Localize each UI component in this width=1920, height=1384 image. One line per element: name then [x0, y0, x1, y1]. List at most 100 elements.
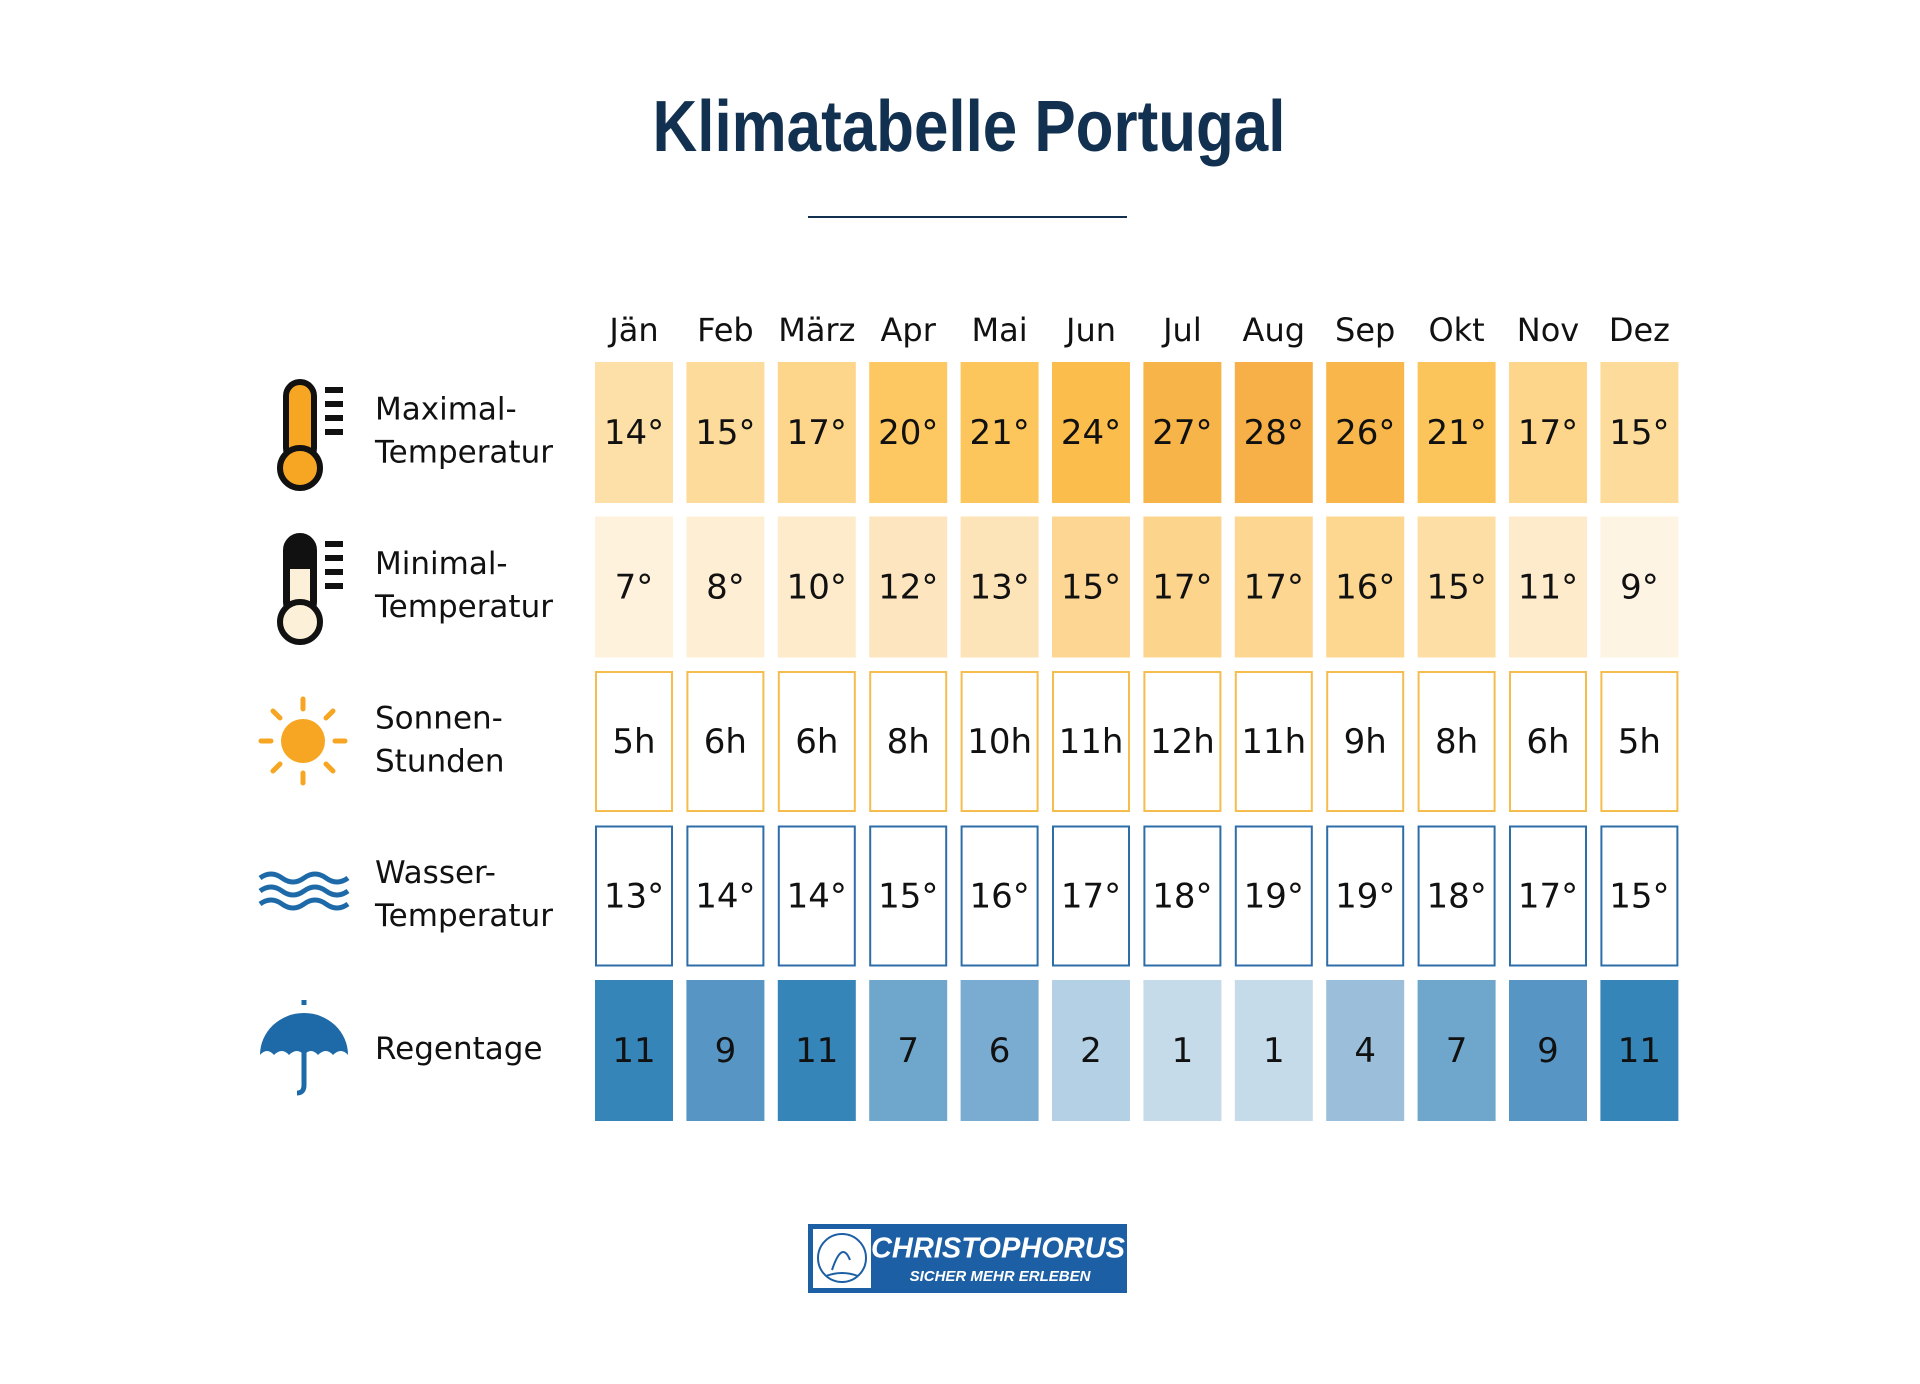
- cell: [1234, 362, 1313, 503]
- cell: [1600, 362, 1679, 503]
- cell: [1052, 671, 1130, 812]
- cell: [777, 825, 856, 967]
- cell: [1600, 516, 1679, 658]
- cell-value: 8h: [1435, 722, 1478, 762]
- cell-value: 15°: [1609, 877, 1669, 917]
- cell: [1600, 980, 1679, 1121]
- cell-value: 11: [1618, 1031, 1661, 1071]
- cell: [777, 980, 856, 1121]
- month-header: Aug: [1243, 311, 1305, 349]
- cell-value: 5h: [1618, 722, 1661, 762]
- cell-value: 21°: [1426, 413, 1486, 453]
- cell-value: 14°: [695, 877, 755, 917]
- cell: [1417, 671, 1496, 812]
- cell: [960, 516, 1039, 658]
- cell: [960, 825, 1039, 967]
- cell-value: 16°: [969, 877, 1029, 917]
- cell-value: 27°: [1152, 413, 1212, 453]
- cell-value: 18°: [1426, 877, 1486, 917]
- month-header: Dez: [1609, 311, 1670, 349]
- row-label: Sonnen-: [375, 701, 503, 737]
- cell: [686, 671, 765, 812]
- cell: [1509, 516, 1587, 658]
- cell: [1052, 516, 1130, 658]
- cell-value: 1: [1172, 1031, 1194, 1071]
- cell: [777, 671, 856, 812]
- row-label: Temperatur: [374, 435, 553, 471]
- month-header: Nov: [1517, 311, 1579, 349]
- cell-value: 6h: [1526, 722, 1569, 762]
- cell-value: 24°: [1061, 413, 1121, 453]
- cell-value: 26°: [1335, 413, 1395, 453]
- cell: [1143, 671, 1222, 812]
- row-label: Minimal-: [375, 546, 508, 582]
- cell: [1052, 825, 1130, 967]
- cell-value: 11: [612, 1031, 655, 1071]
- cell-value: 17°: [1061, 877, 1121, 917]
- cell-value: 9: [1537, 1031, 1559, 1071]
- cell-value: 28°: [1244, 413, 1304, 453]
- month-header: Feb: [697, 311, 754, 349]
- cell: [1509, 980, 1587, 1121]
- cell-value: 17°: [1518, 413, 1578, 453]
- cell-value: 7: [1446, 1031, 1468, 1071]
- cell-value: 17°: [1244, 568, 1304, 608]
- cell-value: 15°: [878, 877, 938, 917]
- cell-value: 15°: [1426, 568, 1486, 608]
- logo-name: CHRISTOPHORUS: [871, 1233, 1126, 1265]
- cell: [1052, 362, 1130, 503]
- month-header: Okt: [1428, 311, 1484, 349]
- logo-slogan: SICHER MEHR ERLEBEN: [910, 1268, 1092, 1285]
- cell-value: 8°: [706, 568, 745, 608]
- cell: [1143, 362, 1222, 503]
- month-header: März: [778, 311, 855, 349]
- cell: [1234, 516, 1313, 658]
- cell-value: 15°: [1061, 568, 1121, 608]
- cell-value: 17°: [1518, 877, 1578, 917]
- cell: [1417, 516, 1496, 658]
- cell: [1143, 516, 1222, 658]
- logo: CHRISTOPHORUS SICHER MEHR ERLEBEN: [808, 1224, 1127, 1293]
- row-label: Wasser-: [375, 855, 496, 891]
- month-header: Jul: [1161, 311, 1202, 349]
- cell-value: 9: [715, 1031, 737, 1071]
- month-header: Jun: [1064, 311, 1116, 349]
- cell-value: 1: [1263, 1031, 1285, 1071]
- cell: [1234, 980, 1313, 1121]
- cell-value: 13°: [604, 877, 664, 917]
- month-header: Apr: [881, 311, 937, 349]
- cell: [1234, 825, 1313, 967]
- cell: [1600, 671, 1679, 812]
- cell: [960, 362, 1039, 503]
- cell-value: 9h: [1344, 722, 1387, 762]
- cell: [1417, 980, 1496, 1121]
- month-header: Mai: [972, 311, 1028, 349]
- cell: [686, 362, 765, 503]
- cell-value: 13°: [969, 568, 1029, 608]
- cell-value: 7°: [615, 568, 654, 608]
- cell: [1052, 980, 1130, 1121]
- cell: [1417, 362, 1496, 503]
- icon-umbrella: [260, 1000, 348, 1096]
- cell-value: 4: [1354, 1031, 1376, 1071]
- cell-value: 12°: [878, 568, 938, 608]
- cell-value: 17°: [787, 413, 847, 453]
- cell: [869, 516, 948, 658]
- cell-value: 14°: [787, 877, 847, 917]
- cell: [1326, 980, 1405, 1121]
- cell: [1143, 825, 1222, 967]
- cell-value: 15°: [1609, 413, 1669, 453]
- cell: [869, 671, 948, 812]
- cell-value: 10h: [967, 722, 1032, 762]
- icon-sun: [258, 696, 348, 786]
- cell: [686, 825, 765, 967]
- month-header: Jän: [607, 311, 658, 349]
- title: Klimatabelle Portugal: [653, 87, 1286, 167]
- cell-value: 6h: [795, 722, 838, 762]
- icon-min-temp: [277, 533, 343, 645]
- cell: [1234, 671, 1313, 812]
- cell: [595, 825, 673, 967]
- cell: [686, 516, 765, 658]
- cell: [869, 362, 948, 503]
